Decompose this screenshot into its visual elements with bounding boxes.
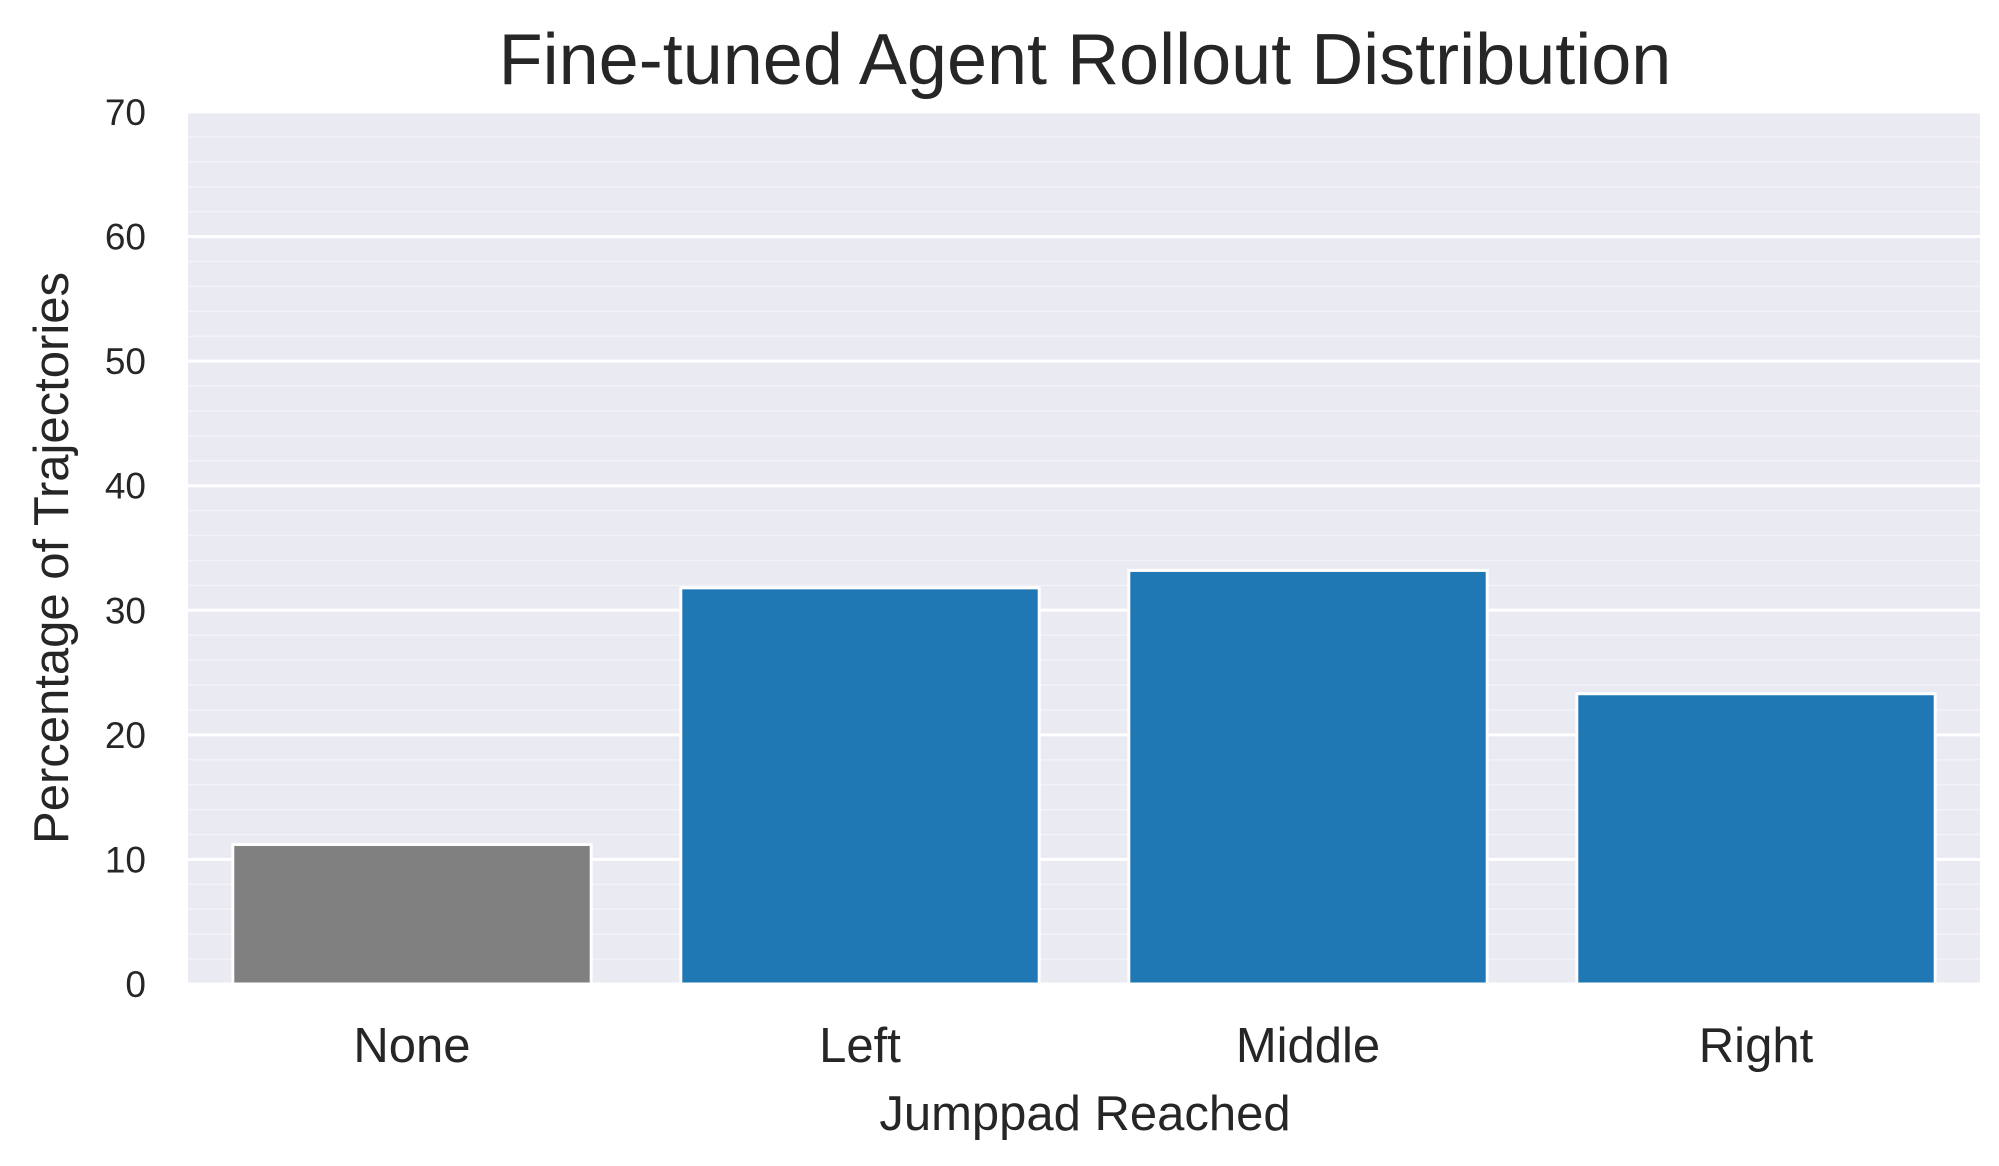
y-tick-labels: 0 10 20 30 40 50 60 70: [105, 92, 146, 1005]
y-tick-label: 0: [125, 964, 146, 1005]
bars: [231, 568, 1937, 986]
y-tick-label: 20: [105, 715, 146, 756]
bar-left: [679, 586, 1041, 986]
y-tick-label: 50: [105, 341, 146, 382]
y-axis-label: Percentage of Trajectories: [25, 272, 79, 844]
y-tick-label: 40: [105, 466, 146, 507]
bar-right: [1575, 692, 1937, 986]
y-tick-label: 70: [105, 92, 146, 133]
bar-none: [231, 842, 593, 986]
x-tick-labels: None Left Middle Right: [353, 1019, 1813, 1073]
y-tick-label: 10: [105, 839, 146, 880]
x-tick-label-none: None: [353, 1019, 470, 1073]
x-tick-label-middle: Middle: [1236, 1019, 1380, 1073]
y-tick-label: 60: [105, 217, 146, 258]
x-tick-label-left: Left: [819, 1019, 901, 1073]
chart-title: Fine-tuned Agent Rollout Distribution: [499, 20, 1672, 100]
x-axis-label: Jumppad Reached: [879, 1087, 1290, 1141]
x-tick-label-right: Right: [1699, 1019, 1814, 1073]
bar-middle: [1127, 568, 1489, 986]
y-tick-label: 30: [105, 590, 146, 631]
